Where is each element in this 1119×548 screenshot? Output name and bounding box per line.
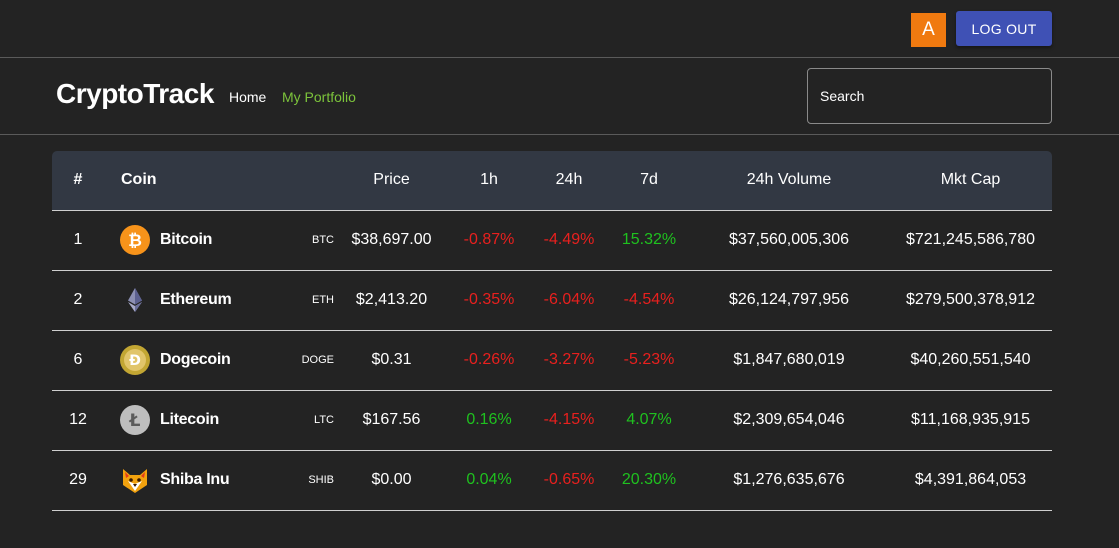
coin-volume-24h: $1,847,680,019 bbox=[733, 351, 845, 368]
column-header-24h[interactable]: 24h bbox=[555, 171, 583, 189]
coin-market-cap: $279,500,378,912 bbox=[905, 291, 1035, 308]
coin-change-7d: -4.54% bbox=[623, 291, 675, 308]
coin-cell: ₿ Bitcoin BTC bbox=[104, 210, 334, 270]
coin-symbol: LTC bbox=[314, 414, 334, 426]
coin-volume-24h: $37,560,005,306 bbox=[728, 231, 850, 248]
coin-name[interactable]: Ethereum bbox=[160, 291, 232, 308]
table-row[interactable]: 6 Ð Dogecoin DOGE $0.31 -0.26% -3.27% -5… bbox=[52, 330, 1052, 390]
nav-link-home[interactable]: Home bbox=[229, 89, 267, 105]
logout-button[interactable]: LOG OUT bbox=[956, 11, 1052, 46]
coin-name[interactable]: Shiba Inu bbox=[160, 471, 230, 488]
table-row[interactable]: 29 Shiba Inu SHIB $0.00 0.04% -0.65% 20.… bbox=[52, 450, 1052, 510]
column-header-coin[interactable]: Coin bbox=[121, 171, 157, 189]
coin-change-24h: -0.65% bbox=[543, 471, 595, 488]
coin-change-7d: 4.07% bbox=[626, 411, 672, 428]
coin-rank: 29 bbox=[69, 471, 87, 488]
coin-change-24h: -3.27% bbox=[543, 351, 595, 368]
coin-cell: Ethereum ETH bbox=[104, 270, 334, 330]
svg-text:Ł: Ł bbox=[129, 411, 141, 431]
table-row[interactable]: 1 ₿ Bitcoin BTC $38,697.00 -0.87% -4.49%… bbox=[52, 210, 1052, 270]
coin-market-cap: $11,168,935,915 bbox=[911, 411, 1030, 428]
coin-change-1h: -0.87% bbox=[463, 231, 515, 248]
nav-bar: CryptoTrack Home My Portfolio bbox=[0, 58, 1119, 135]
coin-volume-24h: $26,124,797,956 bbox=[728, 291, 850, 308]
bitcoin-icon: ₿ bbox=[120, 225, 150, 255]
coin-rank: 2 bbox=[73, 291, 83, 308]
coin-price: $0.31 bbox=[371, 351, 412, 368]
coin-change-1h: 0.16% bbox=[466, 411, 512, 428]
svg-text:Ð: Ð bbox=[129, 353, 141, 369]
coin-change-1h: -0.35% bbox=[463, 291, 515, 308]
top-bar: A LOG OUT bbox=[0, 0, 1119, 58]
coin-price: $38,697.00 bbox=[351, 231, 432, 248]
litecoin-icon: Ł bbox=[120, 405, 150, 435]
coin-cell: Ð Dogecoin DOGE bbox=[104, 330, 334, 390]
coin-market-cap: $4,391,864,053 bbox=[914, 471, 1027, 488]
coin-volume-24h: $1,276,635,676 bbox=[733, 471, 845, 488]
dogecoin-icon: Ð bbox=[120, 345, 150, 375]
column-header-1h[interactable]: 1h bbox=[480, 171, 498, 189]
nav-link-my-portfolio[interactable]: My Portfolio bbox=[282, 89, 356, 105]
search-input[interactable] bbox=[807, 68, 1052, 124]
user-avatar[interactable]: A bbox=[911, 13, 946, 47]
coin-change-1h: 0.04% bbox=[466, 471, 512, 488]
coin-change-24h: -6.04% bbox=[543, 291, 595, 308]
coin-price: $0.00 bbox=[371, 471, 412, 488]
coin-symbol: ETH bbox=[312, 294, 334, 306]
coin-change-1h: -0.26% bbox=[463, 351, 515, 368]
coin-change-7d: 15.32% bbox=[621, 231, 677, 248]
coin-market-cap: $721,245,586,780 bbox=[905, 231, 1035, 248]
coin-symbol: BTC bbox=[312, 234, 334, 246]
coin-change-7d: -5.23% bbox=[623, 351, 675, 368]
coin-name[interactable]: Bitcoin bbox=[160, 231, 213, 248]
coin-rank: 1 bbox=[73, 231, 83, 248]
coin-rank: 12 bbox=[69, 411, 87, 428]
ethereum-icon bbox=[120, 285, 150, 315]
column-header-24h-volume[interactable]: 24h Volume bbox=[746, 171, 832, 189]
coin-symbol: DOGE bbox=[301, 354, 334, 366]
coin-symbol: SHIB bbox=[308, 474, 334, 486]
column-header-7d[interactable]: 7d bbox=[640, 171, 658, 189]
shiba-inu-icon bbox=[120, 465, 150, 495]
coin-price: $167.56 bbox=[362, 411, 421, 428]
coin-change-7d: 20.30% bbox=[621, 471, 677, 488]
coin-cell: Shiba Inu SHIB bbox=[104, 450, 334, 510]
column-header-rank[interactable]: # bbox=[73, 171, 83, 189]
coin-volume-24h: $2,309,654,046 bbox=[733, 411, 845, 428]
coin-change-24h: -4.49% bbox=[543, 231, 595, 248]
coins-table: # Coin Price 1h 24h 7d 24h Volume Mkt Ca… bbox=[52, 151, 1052, 511]
column-header-price[interactable]: Price bbox=[373, 171, 410, 189]
table-row[interactable]: 12 Ł Litecoin LTC $167.56 0.16% -4.15% 4… bbox=[52, 390, 1052, 450]
coin-cell: Ł Litecoin LTC bbox=[104, 390, 334, 450]
coin-name[interactable]: Litecoin bbox=[160, 411, 219, 428]
coin-name[interactable]: Dogecoin bbox=[160, 351, 231, 368]
coin-rank: 6 bbox=[73, 351, 83, 368]
coin-change-24h: -4.15% bbox=[543, 411, 595, 428]
coin-market-cap: $40,260,551,540 bbox=[910, 351, 1031, 368]
table-row[interactable]: 2 Ethereum ETH $2,413.20 -0.35% -6.04% -… bbox=[52, 270, 1052, 330]
coin-price: $2,413.20 bbox=[355, 291, 428, 308]
brand-logo[interactable]: CryptoTrack bbox=[56, 78, 214, 109]
column-header-mkt-cap[interactable]: Mkt Cap bbox=[940, 171, 1001, 189]
svg-text:₿: ₿ bbox=[128, 231, 142, 251]
table-header-row: # Coin Price 1h 24h 7d 24h Volume Mkt Ca… bbox=[52, 151, 1052, 210]
